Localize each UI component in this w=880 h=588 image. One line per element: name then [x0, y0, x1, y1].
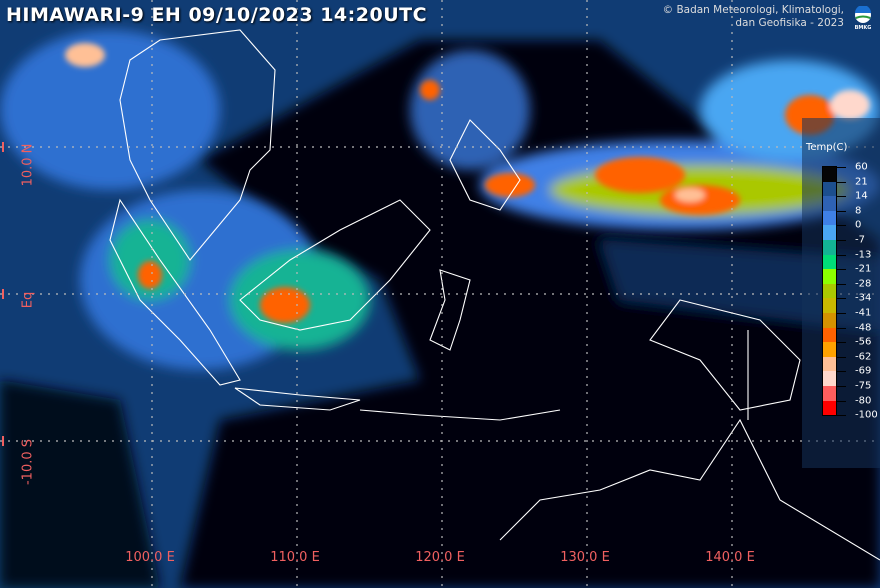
legend-swatch: [823, 225, 836, 240]
legend-swatch: [823, 283, 836, 299]
legend-tick: [836, 313, 846, 314]
legend-value: -7: [855, 234, 865, 246]
legend-swatch: [823, 269, 836, 284]
lon-label-130: 130.0 E: [560, 550, 610, 565]
legend-swatch: [823, 239, 836, 255]
lat-label-10n: 10.0 N: [20, 143, 36, 187]
legend-tick: [836, 342, 846, 344]
legend-value: 8: [855, 205, 862, 217]
legend-tick: [836, 167, 846, 168]
legend-swatch: [823, 342, 836, 357]
legend-value: 0: [855, 219, 862, 231]
legend-tick: [836, 240, 846, 241]
credit-line-1: © Badan Meteorologi, Klimatologi,: [662, 4, 844, 16]
legend-value: -80: [855, 395, 872, 407]
legend-value: -56: [855, 336, 872, 348]
legend-swatch: [823, 312, 836, 328]
legend-value: -41: [855, 307, 872, 319]
legend-tick: [836, 283, 846, 285]
lon-label-120: 120.0 E: [415, 550, 465, 565]
legend-swatch: [823, 400, 836, 416]
legend-swatch: [823, 356, 836, 372]
legend-value: -69: [855, 365, 872, 377]
legend-tick: [836, 298, 846, 300]
legend-swatch: [823, 196, 836, 211]
copyright-credit: © Badan Meteorologi, Klimatologi, dan Ge…: [663, 4, 844, 30]
credit-line-2: dan Geofisika - 2023: [735, 17, 844, 29]
legend-swatch: [823, 167, 836, 182]
legend-tick: [836, 254, 846, 256]
lon-label-110: 110.0 E: [270, 550, 320, 565]
legend-value: -13: [855, 249, 872, 261]
legend-swatch: [823, 298, 836, 313]
legend-tick: [836, 386, 846, 387]
lon-label-100: 100.0 E: [125, 550, 175, 565]
legend-tick: [836, 327, 846, 329]
legend-tick: [836, 415, 846, 417]
legend-tick: [836, 225, 846, 227]
legend-swatch: [823, 385, 836, 401]
color-scale-bar: [822, 166, 837, 417]
legend-value: -100: [855, 409, 878, 421]
legend-tick: [836, 371, 846, 373]
legend-value: -75: [855, 380, 872, 392]
legend-swatch: [823, 210, 836, 226]
legend-value: -21: [855, 263, 872, 275]
bmkg-logo-icon: BMKG: [855, 6, 872, 30]
legend-value: -48: [855, 322, 872, 334]
legend-swatch: [823, 327, 836, 343]
lon-label-140: 140.0 E: [705, 550, 755, 565]
coastlines: [109, 29, 880, 561]
legend-tick: [836, 196, 846, 198]
legend-value: 21: [855, 176, 868, 188]
legend-tick: [836, 400, 846, 402]
image-title: HIMAWARI-9 EH 09/10/2023 14:20UTC: [6, 4, 428, 26]
legend-value: 60: [855, 161, 868, 173]
legend-title: Temp(C): [806, 142, 848, 153]
legend-swatch: [823, 254, 836, 270]
legend-swatch: [823, 371, 836, 386]
legend-value: -34: [855, 292, 872, 304]
lat-label-eq: Eq: [20, 291, 36, 309]
temperature-legend: Temp(C) 60 21 14 8 0 -7 -13 -21 -28 -34 -41 -48 -56 -…: [802, 118, 880, 468]
legend-value: -62: [855, 351, 872, 363]
legend-tick: [836, 356, 846, 358]
legend-swatch: [823, 181, 836, 197]
legend-value: 14: [855, 190, 868, 202]
lat-label-10s: -10.0 S: [20, 438, 36, 486]
legend-tick: [836, 269, 846, 271]
legend-tick: [836, 181, 846, 183]
legend-value: -28: [855, 278, 872, 290]
legend-tick: [836, 210, 846, 212]
svg-text:BMKG: BMKG: [855, 25, 872, 30]
